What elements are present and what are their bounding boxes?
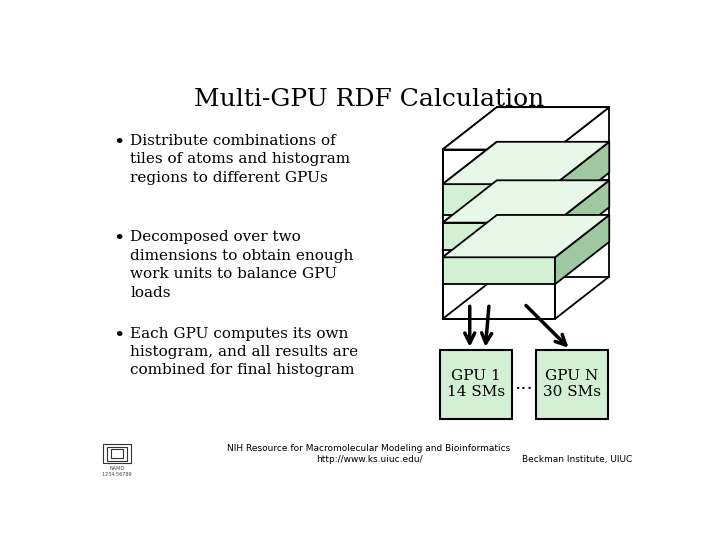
Polygon shape	[443, 107, 609, 150]
Text: Distribute combinations of
tiles of atoms and histogram
regions to different GPU: Distribute combinations of tiles of atom…	[130, 134, 351, 185]
Polygon shape	[443, 142, 609, 184]
Text: Multi-GPU RDF Calculation: Multi-GPU RDF Calculation	[194, 88, 544, 111]
Polygon shape	[443, 180, 609, 222]
Polygon shape	[441, 350, 513, 419]
Polygon shape	[536, 350, 608, 419]
Polygon shape	[555, 215, 609, 284]
Text: ...: ...	[515, 375, 534, 393]
Text: Beckman Institute, UIUC: Beckman Institute, UIUC	[522, 455, 632, 464]
Polygon shape	[555, 180, 609, 249]
Text: •: •	[113, 327, 125, 345]
Text: Decomposed over two
dimensions to obtain enough
work units to balance GPU
loads: Decomposed over two dimensions to obtain…	[130, 231, 354, 300]
Text: NAMD
1234 56789: NAMD 1234 56789	[102, 466, 132, 477]
Polygon shape	[443, 215, 609, 257]
Text: GPU 1
14 SMs: GPU 1 14 SMs	[447, 369, 505, 400]
Polygon shape	[443, 257, 555, 284]
Polygon shape	[443, 222, 555, 249]
Text: •: •	[113, 134, 125, 152]
Polygon shape	[555, 142, 609, 215]
Polygon shape	[443, 184, 555, 215]
Text: NIH Resource for Macromolecular Modeling and Bioinformatics
http://www.ks.uiuc.e: NIH Resource for Macromolecular Modeling…	[228, 443, 510, 464]
Text: •: •	[113, 231, 125, 248]
Text: GPU N
30 SMs: GPU N 30 SMs	[543, 369, 600, 400]
Text: Each GPU computes its own
histogram, and all results are
combined for final hist: Each GPU computes its own histogram, and…	[130, 327, 359, 377]
